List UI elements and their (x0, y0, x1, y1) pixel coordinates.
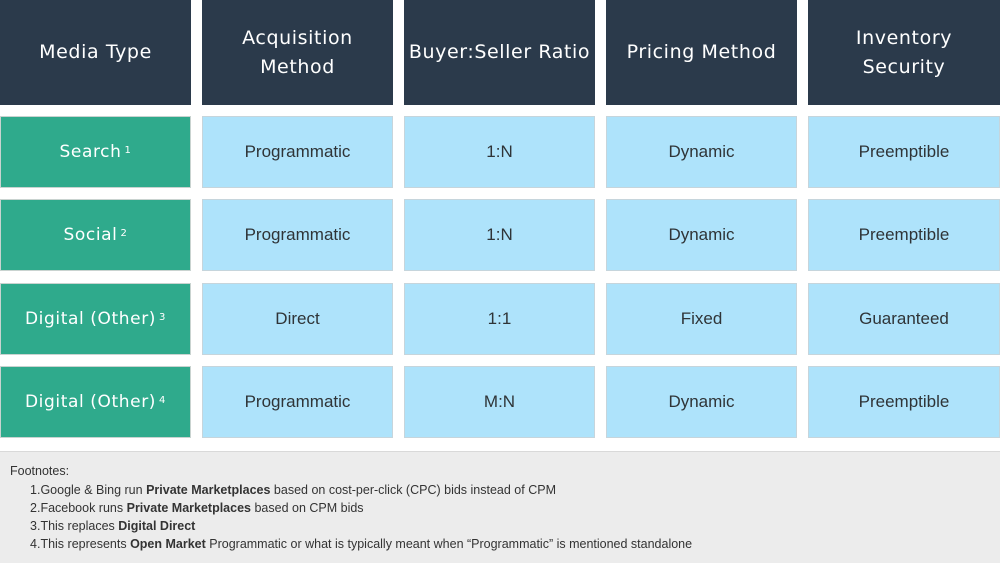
table-cell: Dynamic (606, 116, 797, 188)
table-cell: Preemptible (808, 116, 1000, 188)
footnote-ref: 1 (124, 144, 132, 156)
row-label-social: Social 2 (0, 199, 191, 271)
table-cell: Programmatic (202, 116, 393, 188)
row-label-search: Search 1 (0, 116, 191, 188)
table-cell: 1:1 (404, 283, 595, 355)
table-cell: Dynamic (606, 199, 797, 271)
header-media-type: Media Type (0, 0, 191, 105)
table-cell: Programmatic (202, 366, 393, 438)
footnote-item: 4.This represents Open Market Programmat… (30, 537, 693, 551)
footnote-item: 1.Google & Bing run Private Marketplaces… (30, 483, 556, 497)
row-label-digital-other-direct: Digital (Other) 3 (0, 283, 191, 355)
header-buyer-seller-ratio: Buyer:Seller Ratio (404, 0, 595, 105)
table-cell: 1:N (404, 116, 595, 188)
footnotes-list: 1.Google & Bing run Private Marketplaces… (10, 481, 1000, 553)
table-cell: Preemptible (808, 199, 1000, 271)
footnote-ref: 2 (120, 227, 128, 239)
footnote-ref: 4 (159, 394, 167, 406)
footnote-item: 2.Facebook runs Private Marketplaces bas… (30, 501, 364, 515)
footnote-ref: 3 (159, 311, 167, 323)
table-cell: 1:N (404, 199, 595, 271)
table-cell: Programmatic (202, 199, 393, 271)
table-cell: Direct (202, 283, 393, 355)
table-cell: Guaranteed (808, 283, 1000, 355)
header-acquisition-method: Acquisition Method (202, 0, 393, 105)
header-inventory-security: Inventory Security (808, 0, 1000, 105)
table-cell: Preemptible (808, 366, 1000, 438)
table-cell: M:N (404, 366, 595, 438)
table-cell: Fixed (606, 283, 797, 355)
footnotes-title: Footnotes: (10, 464, 70, 478)
row-label-digital-other-programmatic: Digital (Other) 4 (0, 366, 191, 438)
table-cell: Dynamic (606, 366, 797, 438)
footnote-item: 3.This replaces Digital Direct (30, 519, 196, 533)
header-pricing-method: Pricing Method (606, 0, 797, 105)
footnotes-panel: Footnotes: 1.Google & Bing run Private M… (0, 451, 1000, 563)
